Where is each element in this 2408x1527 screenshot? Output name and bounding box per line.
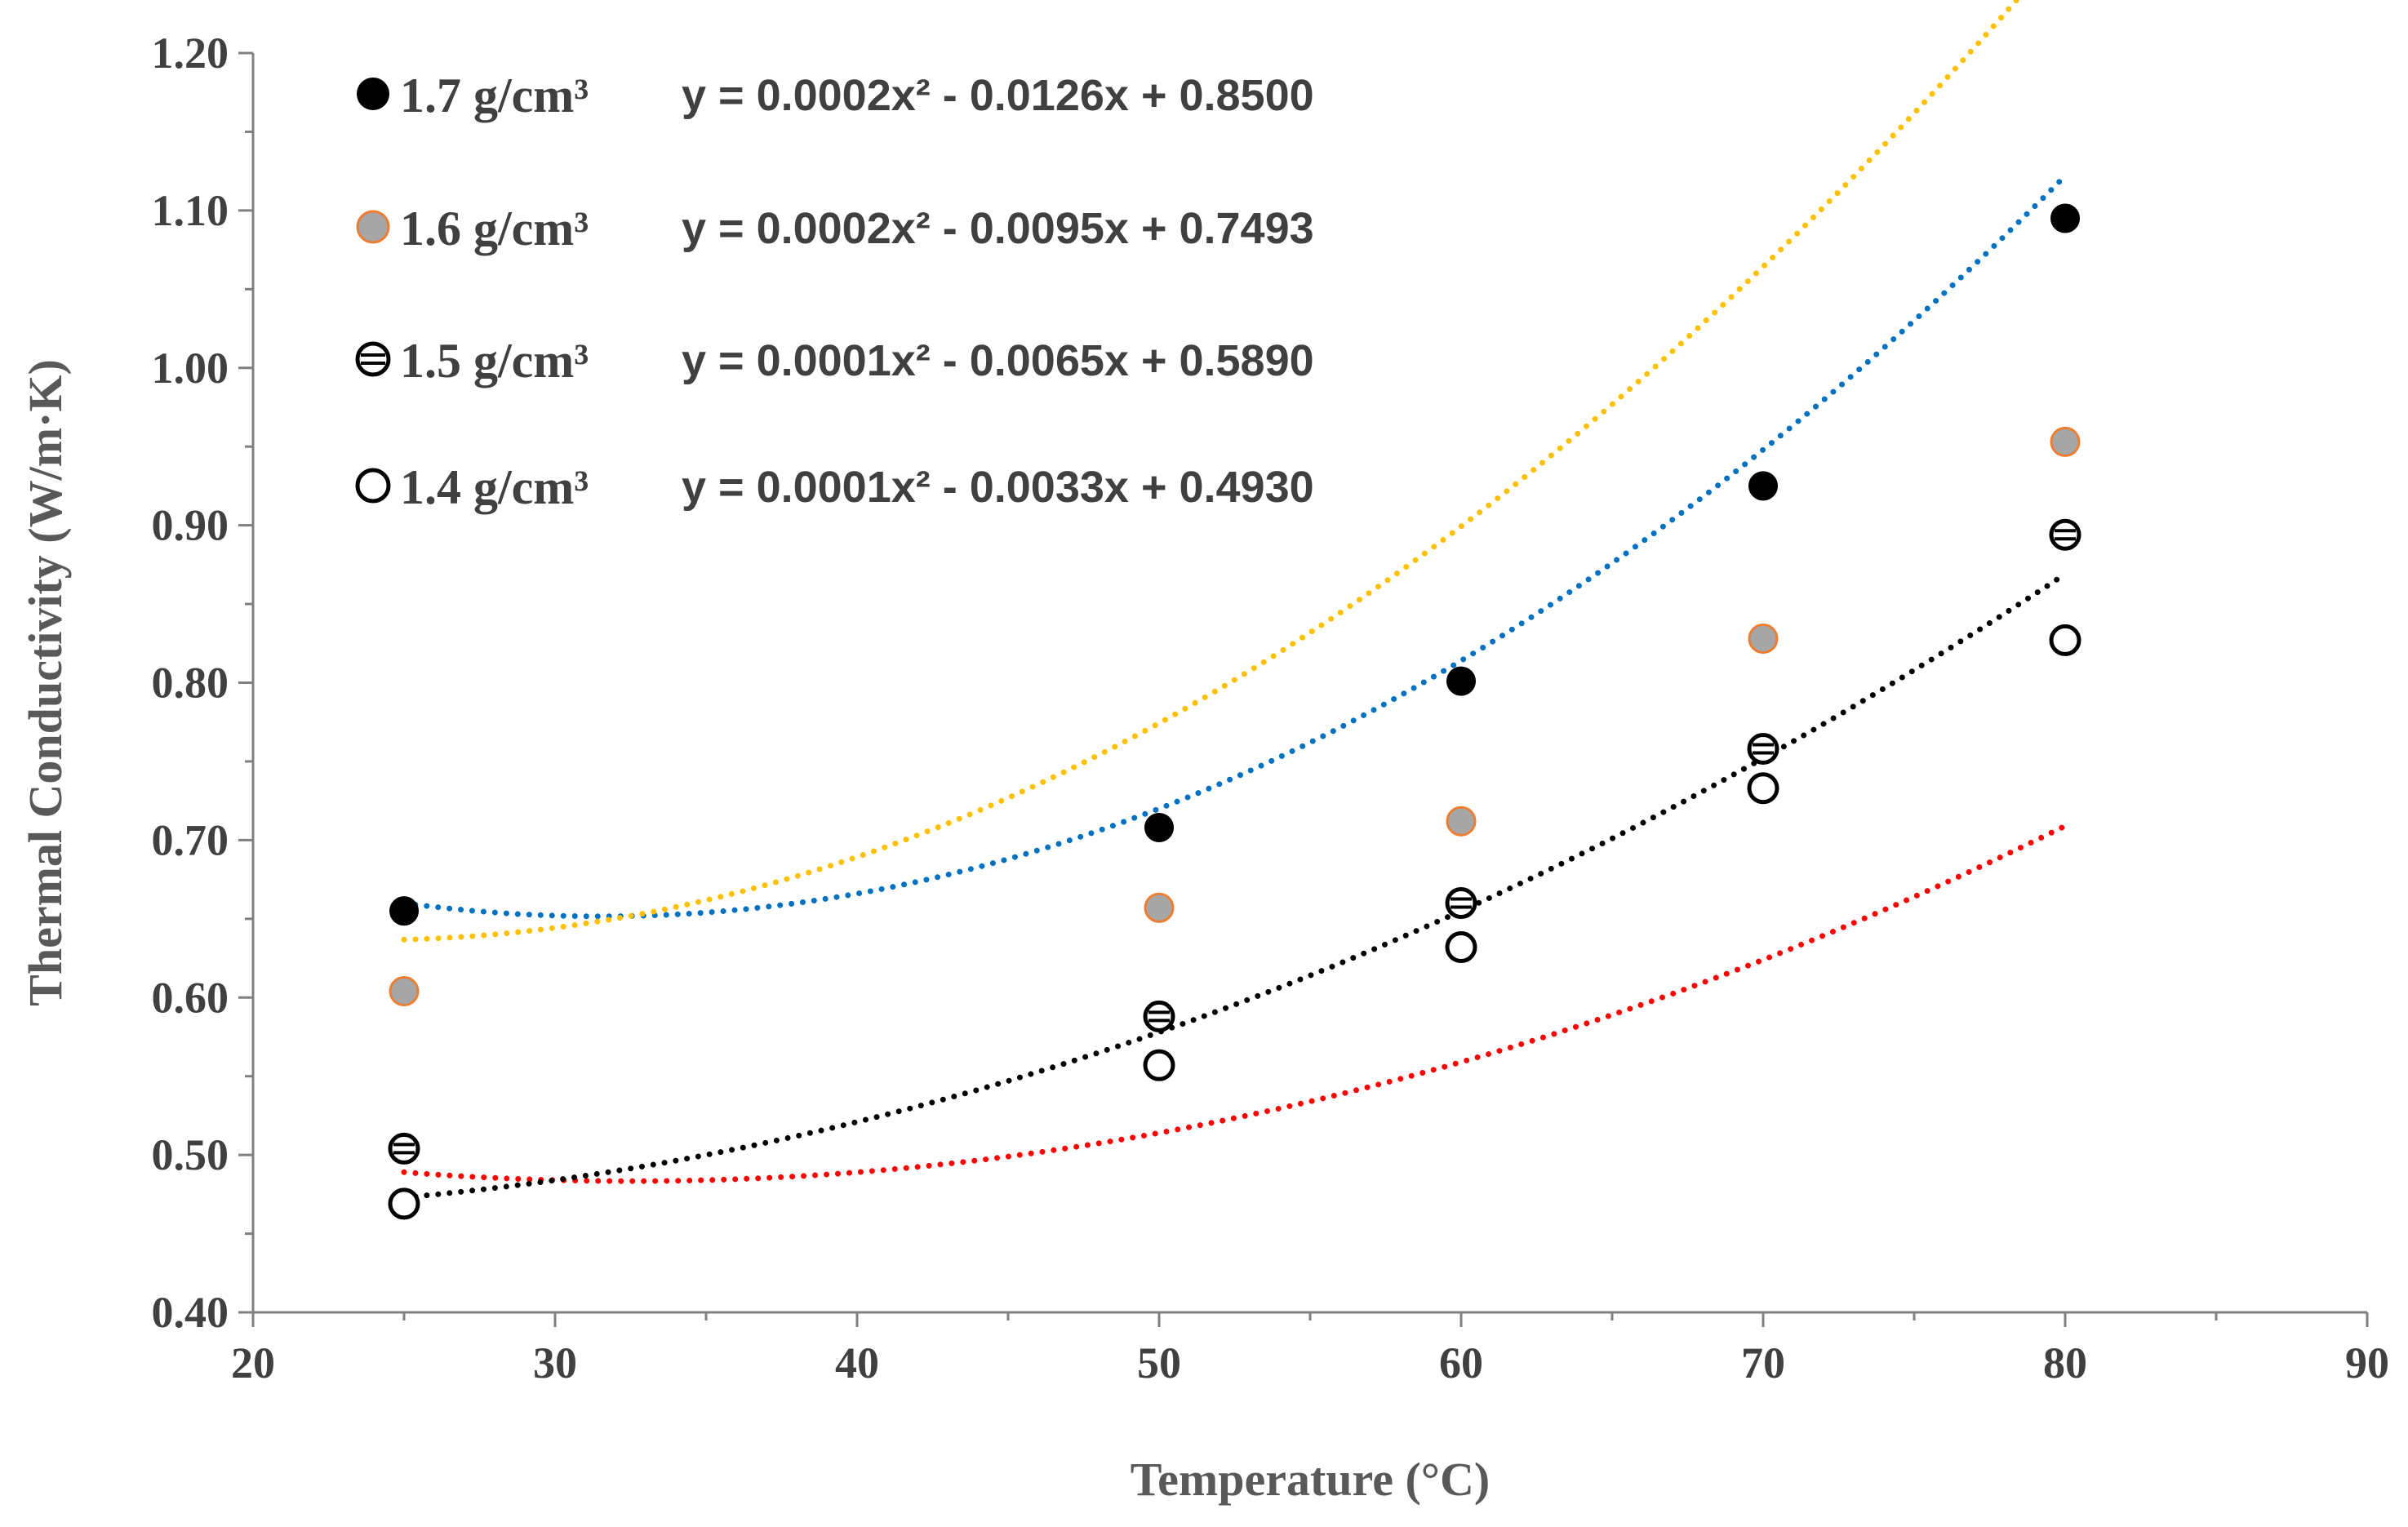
data-point [2050, 426, 2081, 457]
series-points [388, 624, 2081, 1220]
axes: 0.40 0.50 0.60 0.70 0.80 0.90 1.00 1.10 1.20 20 30… [152, 29, 2390, 1387]
marker-hollow [1445, 931, 1477, 964]
marker-gray [356, 210, 390, 244]
marker-gray [2050, 426, 2081, 457]
y-tick-label: 1.20 [152, 29, 229, 78]
y-tick-label: 1.00 [152, 344, 229, 393]
x-tick-label: 70 [1741, 1338, 1785, 1387]
data-point [1445, 887, 1477, 920]
series-points [388, 518, 2081, 1165]
data-points [388, 203, 2081, 1220]
y-tick-label: 0.70 [152, 815, 229, 864]
legend-entry: 1.5 g/cm³ y = 0.0001x² - 0.0065x + 0.5890 [355, 334, 1314, 388]
marker-hollow [2049, 624, 2081, 656]
x-tick-label: 60 [1439, 1338, 1483, 1387]
trendlines [401, 0, 2068, 1201]
y-tick-label: 0.60 [152, 973, 229, 1022]
marker-hollow [1747, 772, 1779, 805]
y-tick-label: 0.90 [152, 501, 229, 550]
x-tick-label: 20 [231, 1338, 275, 1387]
data-point [1446, 806, 1477, 837]
data-point [1144, 812, 1174, 842]
marker-striped-ring [1143, 1000, 1175, 1032]
data-point [1747, 733, 1779, 766]
marker-striped-ring [1747, 733, 1779, 766]
data-point [1445, 931, 1477, 964]
y-tick-label: 1.10 [152, 186, 229, 235]
marker-hollow [355, 468, 391, 504]
data-point [389, 976, 420, 1007]
legend-entry: 1.6 g/cm³ y = 0.0002x² - 0.0095x + 0.7493 [356, 202, 1314, 255]
series-points [389, 426, 2081, 1007]
data-point [1748, 623, 1779, 654]
marker-gray [1446, 806, 1477, 837]
marker-gray [1748, 623, 1779, 654]
marker-striped-ring [1445, 887, 1477, 920]
data-point [1143, 1049, 1175, 1081]
marker-hollow [1143, 1049, 1175, 1081]
y-axis-title: Thermal Conductivity (W/m·K) [19, 359, 72, 1006]
data-point [2049, 518, 2081, 551]
y-tick-label: 0.50 [152, 1130, 229, 1179]
legend-series-name: 1.4 g/cm³ [400, 460, 589, 514]
y-tick-label: 0.40 [152, 1288, 229, 1337]
legend-equation: y = 0.0001x² - 0.0033x + 0.4930 [682, 463, 1314, 512]
legend-entry: 1.4 g/cm³ y = 0.0001x² - 0.0033x + 0.4930 [355, 460, 1314, 514]
marker-gray [389, 976, 420, 1007]
trendline [401, 823, 2068, 1184]
legend-equation: y = 0.0002x² - 0.0095x + 0.7493 [682, 204, 1314, 253]
data-point [1446, 666, 1476, 696]
legend-equation: y = 0.0002x² - 0.0126x + 0.8500 [682, 71, 1314, 120]
trendline [401, 0, 2021, 943]
data-point [388, 1187, 420, 1220]
data-point [1143, 1000, 1175, 1032]
marker-filled [2050, 203, 2080, 233]
marker-filled [389, 896, 419, 926]
data-point [1144, 892, 1175, 923]
marker-filled [357, 78, 389, 110]
data-point [2050, 203, 2080, 233]
x-tick-label: 40 [835, 1338, 879, 1387]
marker-striped-ring [355, 341, 391, 377]
trendline [401, 172, 2068, 920]
marker-gray [1144, 892, 1175, 923]
data-point [388, 1132, 420, 1165]
data-point [1748, 471, 1778, 501]
marker-filled [1144, 812, 1174, 842]
marker-striped-ring [388, 1132, 420, 1165]
legend-series-name: 1.6 g/cm³ [400, 202, 589, 255]
marker-filled [1446, 666, 1476, 696]
legend-series-name: 1.7 g/cm³ [400, 69, 589, 122]
legend-series-name: 1.5 g/cm³ [400, 334, 589, 388]
series-points [389, 203, 2080, 926]
data-point [2049, 624, 2081, 656]
data-point [389, 896, 419, 926]
legend: 1.7 g/cm³ y = 0.0002x² - 0.0126x + 0.8500… [355, 69, 1314, 514]
data-point [1747, 772, 1779, 805]
marker-hollow [388, 1187, 420, 1220]
x-tick-label: 50 [1137, 1338, 1181, 1387]
y-tick-label: 0.80 [152, 659, 229, 708]
legend-equation: y = 0.0001x² - 0.0065x + 0.5890 [682, 336, 1314, 385]
trendline [401, 570, 2068, 1201]
legend-entry: 1.7 g/cm³ y = 0.0002x² - 0.0126x + 0.8500 [357, 69, 1314, 122]
x-tick-label: 80 [2043, 1338, 2087, 1387]
x-tick-label: 30 [533, 1338, 577, 1387]
x-tick-label: 90 [2345, 1338, 2389, 1387]
marker-striped-ring [2049, 518, 2081, 551]
marker-filled [1748, 471, 1778, 501]
x-axis-title: Temperature (°C) [1131, 1453, 1490, 1506]
